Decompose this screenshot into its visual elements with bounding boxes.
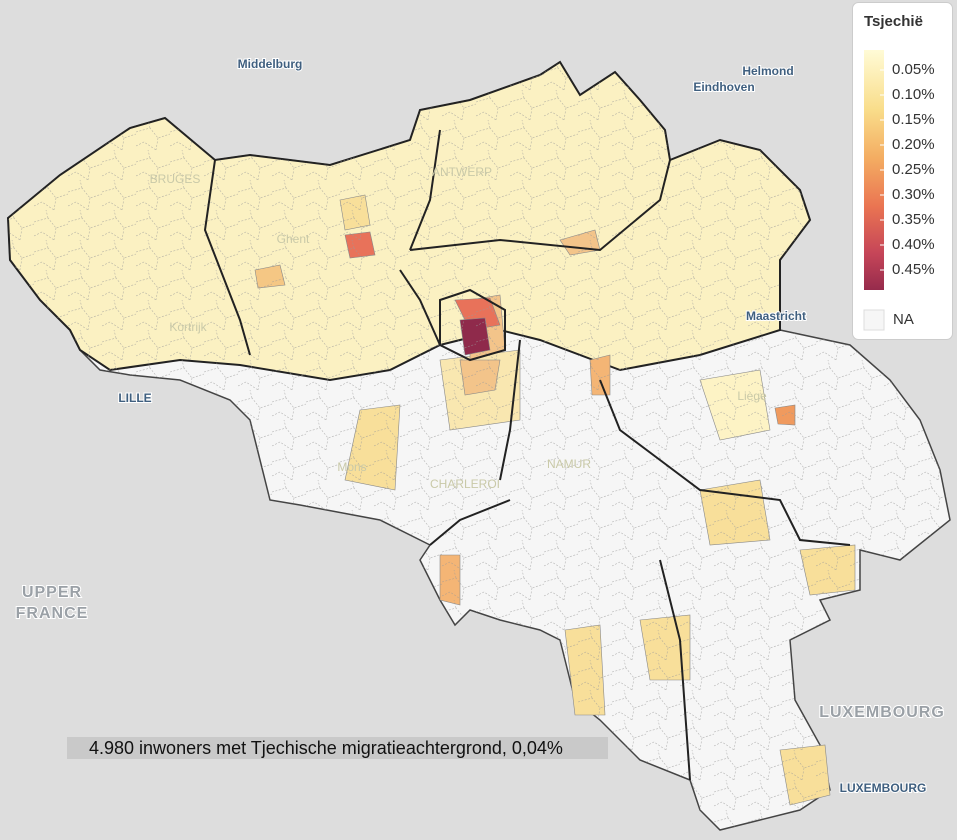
- place-label: Middelburg: [238, 57, 303, 71]
- place-label: CHARLEROI: [430, 477, 500, 491]
- province-borders: [203, 129, 851, 781]
- legend-tick-label: 0.30%: [892, 186, 935, 203]
- place-label: LUXEMBOURG: [840, 781, 927, 795]
- place-label: Eindhoven: [693, 80, 754, 94]
- na-swatch: [863, 309, 885, 331]
- place-label: UPPER: [22, 584, 82, 601]
- legend: Tsjechië NA 0.05% 0.10% 0.15% 0.20% 0.25% 0.3…: [852, 2, 953, 340]
- place-label: NAMUR: [547, 457, 591, 471]
- color-bar: [864, 50, 884, 290]
- legend-tick-label: 0.35%: [892, 211, 935, 228]
- municipality-lines: [8, 62, 950, 830]
- place-label: Kortrijk: [169, 320, 207, 334]
- legend-tick-label: 0.05%: [892, 61, 935, 78]
- place-label: Maastricht: [746, 309, 806, 323]
- place-label: LILLE: [118, 391, 151, 405]
- legend-title: Tsjechië: [864, 13, 923, 30]
- legend-tick-label: 0.25%: [892, 161, 935, 178]
- place-label: Liège: [737, 389, 767, 403]
- place-label: Helmond: [742, 64, 793, 78]
- legend-tick-label: 0.10%: [892, 86, 935, 103]
- place-label: Mons: [337, 460, 366, 474]
- place-label: LUXEMBOURG: [819, 704, 945, 721]
- legend-tick-label: 0.20%: [892, 136, 935, 153]
- place-label: FRANCE: [16, 605, 89, 622]
- na-label: NA: [893, 311, 914, 328]
- caption: 4.980 inwoners met Tjechische migratieac…: [67, 737, 608, 759]
- place-label: Ghent: [277, 232, 310, 246]
- legend-tick-label: 0.15%: [892, 111, 935, 128]
- legend-tick-label: 0.45%: [892, 261, 935, 278]
- legend-tick-label: 0.40%: [892, 236, 935, 253]
- place-label: ANTWERP: [432, 165, 492, 179]
- place-label: BRUGES: [150, 172, 201, 186]
